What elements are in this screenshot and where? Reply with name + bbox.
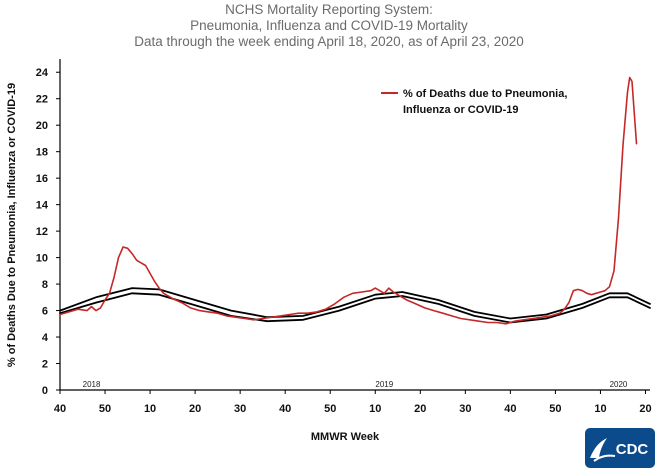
- cdc-logo-text: CDC: [616, 441, 649, 458]
- x-tick-label: 10: [144, 403, 156, 415]
- x-axis-title: MMWR Week: [311, 431, 380, 443]
- y-axis-title: % of Deaths Due to Pneumonia, Influenza …: [6, 83, 18, 367]
- x-tick-label: 30: [234, 403, 246, 415]
- title-line-3: Data through the week ending April 18, 2…: [134, 34, 524, 49]
- x-tick-label: 10: [594, 403, 606, 415]
- y-tick-label: 22: [36, 94, 48, 106]
- year-label: 2018: [83, 380, 101, 389]
- y-tick-label: 16: [36, 173, 48, 185]
- series-line-threshold-1: [59, 287, 651, 320]
- x-tick-label: 50: [99, 403, 111, 415]
- x-tick-label: 10: [369, 403, 381, 415]
- hhs-eagle-wave-icon: [593, 454, 616, 462]
- y-tick-label: 8: [42, 279, 48, 291]
- chart-title: NCHS Mortality Reporting System: Pneumon…: [134, 2, 524, 49]
- year-labels: 2018 2019 2020: [83, 380, 628, 389]
- cdc-logo-background: [585, 428, 655, 468]
- x-tick-label: 40: [279, 403, 291, 415]
- y-tick-label: 2: [42, 359, 48, 371]
- legend-label-line-2: Influenza or COVID-19: [403, 104, 519, 116]
- hhs-eagle-icon: [590, 438, 607, 458]
- y-tick-label: 18: [36, 147, 48, 159]
- x-tick-label: 40: [504, 403, 516, 415]
- title-line-1: NCHS Mortality Reporting System:: [225, 2, 433, 17]
- y-tick-label: 24: [36, 67, 49, 79]
- x-tick-label: 20: [639, 403, 651, 415]
- y-tick-label: 4: [42, 332, 49, 344]
- y-tick-label: 14: [36, 200, 49, 212]
- title-line-2: Pneumonia, Influenza and COVID-19 Mortal…: [190, 18, 468, 33]
- y-tick-label: 10: [36, 253, 48, 265]
- y-tick-label: 0: [42, 385, 48, 397]
- x-tick-label: 30: [459, 403, 471, 415]
- legend: % of Deaths due to Pneumonia, Influenza …: [381, 88, 567, 116]
- series-layer: [59, 76, 651, 325]
- x-tick-label: 20: [414, 403, 426, 415]
- x-ticks: 40 50 10 20 30 40 50 10 20 30 40 50 10 20: [54, 390, 652, 415]
- legend-label-line-1: % of Deaths due to Pneumonia,: [403, 88, 567, 100]
- y-tick-label: 12: [36, 226, 48, 238]
- series-line-threshold-2: [59, 292, 651, 324]
- x-tick-label: 50: [549, 403, 561, 415]
- series-line-observed: [59, 76, 638, 325]
- x-tick-label: 50: [324, 403, 336, 415]
- y-tick-label: 20: [36, 120, 48, 132]
- x-tick-label: 40: [54, 403, 66, 415]
- cdc-logo: CDC: [585, 428, 655, 468]
- year-label: 2019: [375, 380, 393, 389]
- year-label: 2020: [610, 380, 628, 389]
- y-tick-label: 6: [42, 306, 48, 318]
- x-tick-label: 20: [189, 403, 201, 415]
